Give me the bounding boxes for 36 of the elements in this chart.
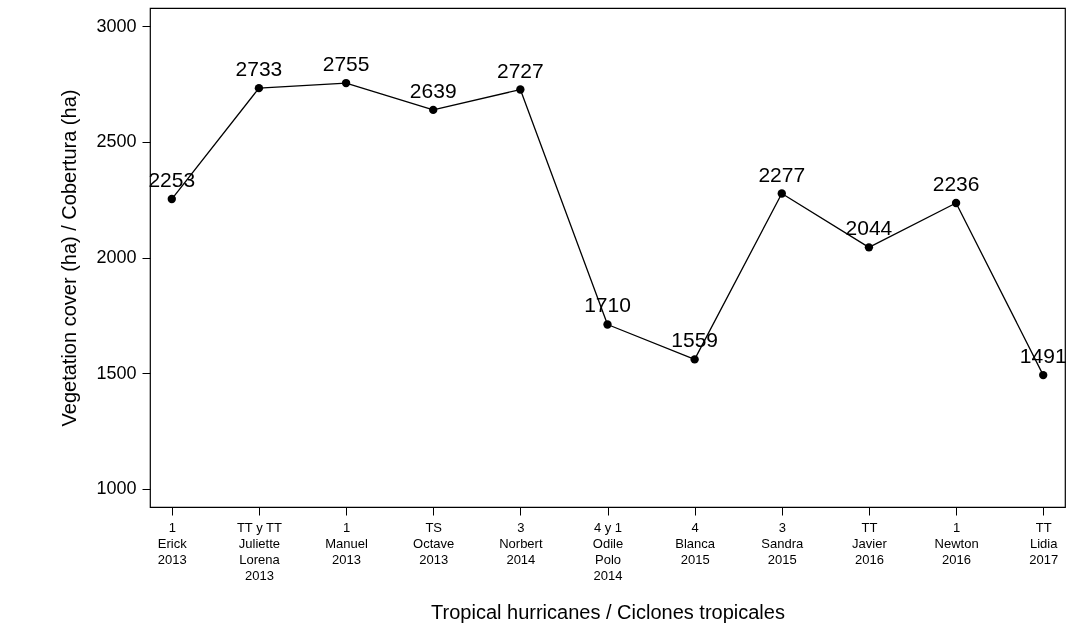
x-tick-label: 1 Newton 2016 bbox=[934, 519, 979, 567]
data-label: 2755 bbox=[322, 52, 370, 76]
data-label: 2727 bbox=[497, 58, 544, 82]
x-tick-label: TT Lidia 2017 bbox=[1029, 519, 1059, 567]
point bbox=[167, 194, 176, 204]
data-label: 2236 bbox=[932, 171, 980, 195]
y-tick-label: 2000 bbox=[96, 247, 137, 267]
point bbox=[864, 243, 874, 252]
x-tick-label: TT Javier 2016 bbox=[852, 519, 888, 567]
x-tick-label: TT y TT Juliette Lorena 2013 bbox=[236, 519, 282, 583]
point bbox=[429, 105, 438, 115]
data-label: 2044 bbox=[845, 216, 893, 240]
y-tick-label: 1000 bbox=[96, 478, 137, 499]
x-axis-title: Tropical hurricanes / Ciclones tropicales bbox=[431, 600, 785, 623]
point bbox=[690, 355, 699, 364]
point bbox=[777, 189, 786, 198]
x-tick-label: 3 Norbert 2014 bbox=[499, 519, 543, 567]
y-tick-label: 3000 bbox=[96, 15, 137, 36]
point bbox=[516, 85, 525, 94]
data-label: 2639 bbox=[409, 78, 457, 102]
x-tick-label: 3 Sandra 2015 bbox=[761, 519, 805, 567]
y-axis-title: Vegetation cover (ha) / Cobertura (ha) bbox=[58, 89, 81, 427]
x-tick-label: 4 y 1 Odile Polo 2014 bbox=[592, 519, 624, 583]
data-label: 2277 bbox=[758, 162, 806, 186]
y-tick-label: 1500 bbox=[96, 362, 137, 383]
y-tick-label: 2500 bbox=[96, 131, 137, 152]
x-tick-label: 4 Blanca 2015 bbox=[675, 519, 716, 567]
data-label: 2733 bbox=[235, 57, 283, 81]
point bbox=[341, 78, 351, 88]
x-tick-label: 1 Manuel 2013 bbox=[325, 519, 368, 567]
point bbox=[254, 83, 264, 93]
point bbox=[1039, 370, 1048, 380]
point bbox=[951, 198, 961, 208]
x-tick-label: TS Octave 2013 bbox=[413, 519, 455, 567]
x-tick-label: 1 Erick 2013 bbox=[157, 519, 188, 567]
point bbox=[603, 320, 612, 329]
